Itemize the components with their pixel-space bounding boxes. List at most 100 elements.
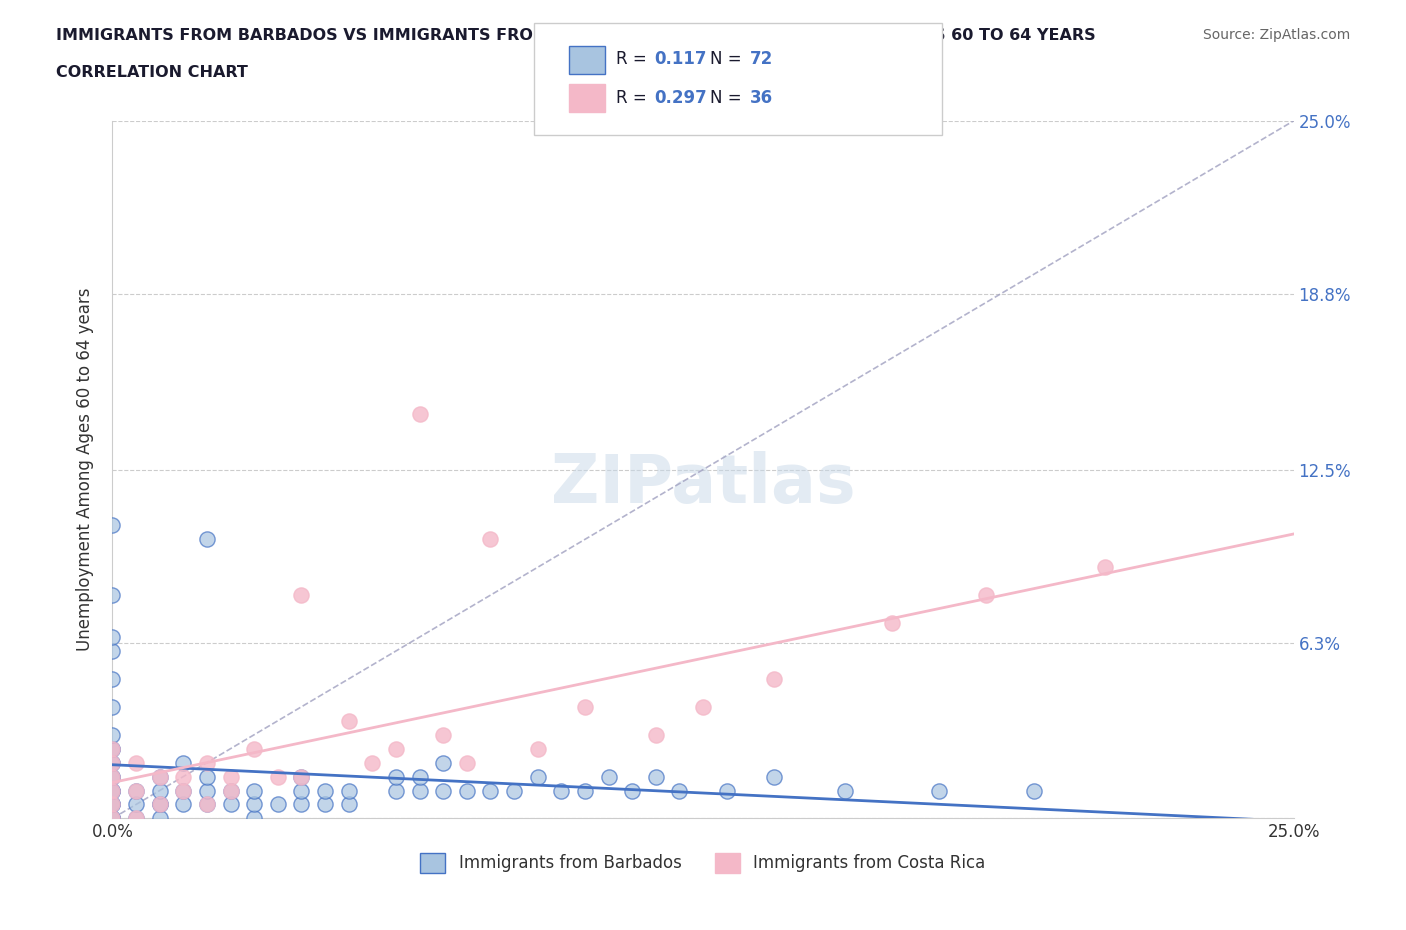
Point	[195, 755, 218, 770]
Point	[101, 727, 124, 742]
Point	[526, 769, 548, 784]
Point	[125, 811, 148, 826]
Point	[125, 797, 148, 812]
Point	[149, 769, 172, 784]
Point	[149, 783, 172, 798]
Point	[101, 769, 124, 784]
Text: 72: 72	[749, 49, 773, 68]
Point	[101, 741, 124, 756]
Point	[385, 769, 408, 784]
Point	[290, 769, 312, 784]
Point	[101, 783, 124, 798]
Point	[314, 797, 336, 812]
Point	[172, 797, 194, 812]
Point	[149, 797, 172, 812]
Point	[172, 783, 194, 798]
Point	[243, 783, 266, 798]
Point	[101, 755, 124, 770]
Point	[172, 783, 194, 798]
Point	[101, 797, 124, 812]
Point	[101, 811, 124, 826]
Point	[267, 769, 290, 784]
Point	[219, 783, 242, 798]
Point	[1022, 783, 1045, 798]
Point	[101, 783, 124, 798]
Text: 36: 36	[749, 88, 772, 107]
Text: ZIPatlas: ZIPatlas	[551, 451, 855, 516]
Point	[125, 783, 148, 798]
Point	[101, 811, 124, 826]
Text: Source: ZipAtlas.com: Source: ZipAtlas.com	[1202, 28, 1350, 42]
Point	[101, 630, 124, 644]
Point	[101, 755, 124, 770]
Point	[337, 797, 360, 812]
Legend: Immigrants from Barbados, Immigrants from Costa Rica: Immigrants from Barbados, Immigrants fro…	[413, 846, 993, 880]
Point	[479, 783, 502, 798]
Point	[101, 755, 124, 770]
Point	[149, 811, 172, 826]
Point	[880, 616, 903, 631]
Point	[337, 713, 360, 728]
Point	[195, 797, 218, 812]
Text: R =: R =	[616, 49, 652, 68]
Point	[385, 783, 408, 798]
Point	[149, 797, 172, 812]
Point	[219, 769, 242, 784]
Text: 0.297: 0.297	[654, 88, 707, 107]
Point	[408, 783, 430, 798]
Point	[408, 769, 430, 784]
Point	[243, 811, 266, 826]
Point	[716, 783, 738, 798]
Point	[219, 797, 242, 812]
Text: CORRELATION CHART: CORRELATION CHART	[56, 65, 247, 80]
Point	[408, 406, 430, 421]
Point	[668, 783, 690, 798]
Point	[928, 783, 950, 798]
Point	[101, 811, 124, 826]
Point	[432, 755, 454, 770]
Text: 0.117: 0.117	[654, 49, 706, 68]
Point	[456, 755, 478, 770]
Point	[456, 783, 478, 798]
Point	[432, 727, 454, 742]
Point	[290, 588, 312, 603]
Point	[101, 797, 124, 812]
Point	[526, 741, 548, 756]
Point	[762, 769, 785, 784]
Point	[195, 769, 218, 784]
Point	[692, 699, 714, 714]
Point	[479, 532, 502, 547]
Point	[644, 727, 666, 742]
Point	[621, 783, 644, 798]
Point	[219, 783, 242, 798]
Point	[290, 797, 312, 812]
Point	[149, 769, 172, 784]
Point	[195, 532, 218, 547]
Text: IMMIGRANTS FROM BARBADOS VS IMMIGRANTS FROM COSTA RICA UNEMPLOYMENT AMONG AGES 6: IMMIGRANTS FROM BARBADOS VS IMMIGRANTS F…	[56, 28, 1095, 43]
Point	[101, 741, 124, 756]
Point	[101, 671, 124, 686]
Point	[644, 769, 666, 784]
Point	[574, 783, 596, 798]
Point	[195, 797, 218, 812]
Point	[290, 769, 312, 784]
Point	[149, 797, 172, 812]
Point	[574, 699, 596, 714]
Point	[385, 741, 408, 756]
Point	[550, 783, 572, 798]
Point	[267, 797, 290, 812]
Point	[125, 811, 148, 826]
Point	[290, 783, 312, 798]
Point	[172, 769, 194, 784]
Point	[101, 811, 124, 826]
Point	[101, 783, 124, 798]
Point	[101, 783, 124, 798]
Point	[101, 518, 124, 533]
Point	[101, 741, 124, 756]
Point	[976, 588, 998, 603]
Y-axis label: Unemployment Among Ages 60 to 64 years: Unemployment Among Ages 60 to 64 years	[76, 288, 94, 651]
Point	[834, 783, 856, 798]
Point	[101, 644, 124, 658]
Point	[503, 783, 526, 798]
Point	[101, 769, 124, 784]
